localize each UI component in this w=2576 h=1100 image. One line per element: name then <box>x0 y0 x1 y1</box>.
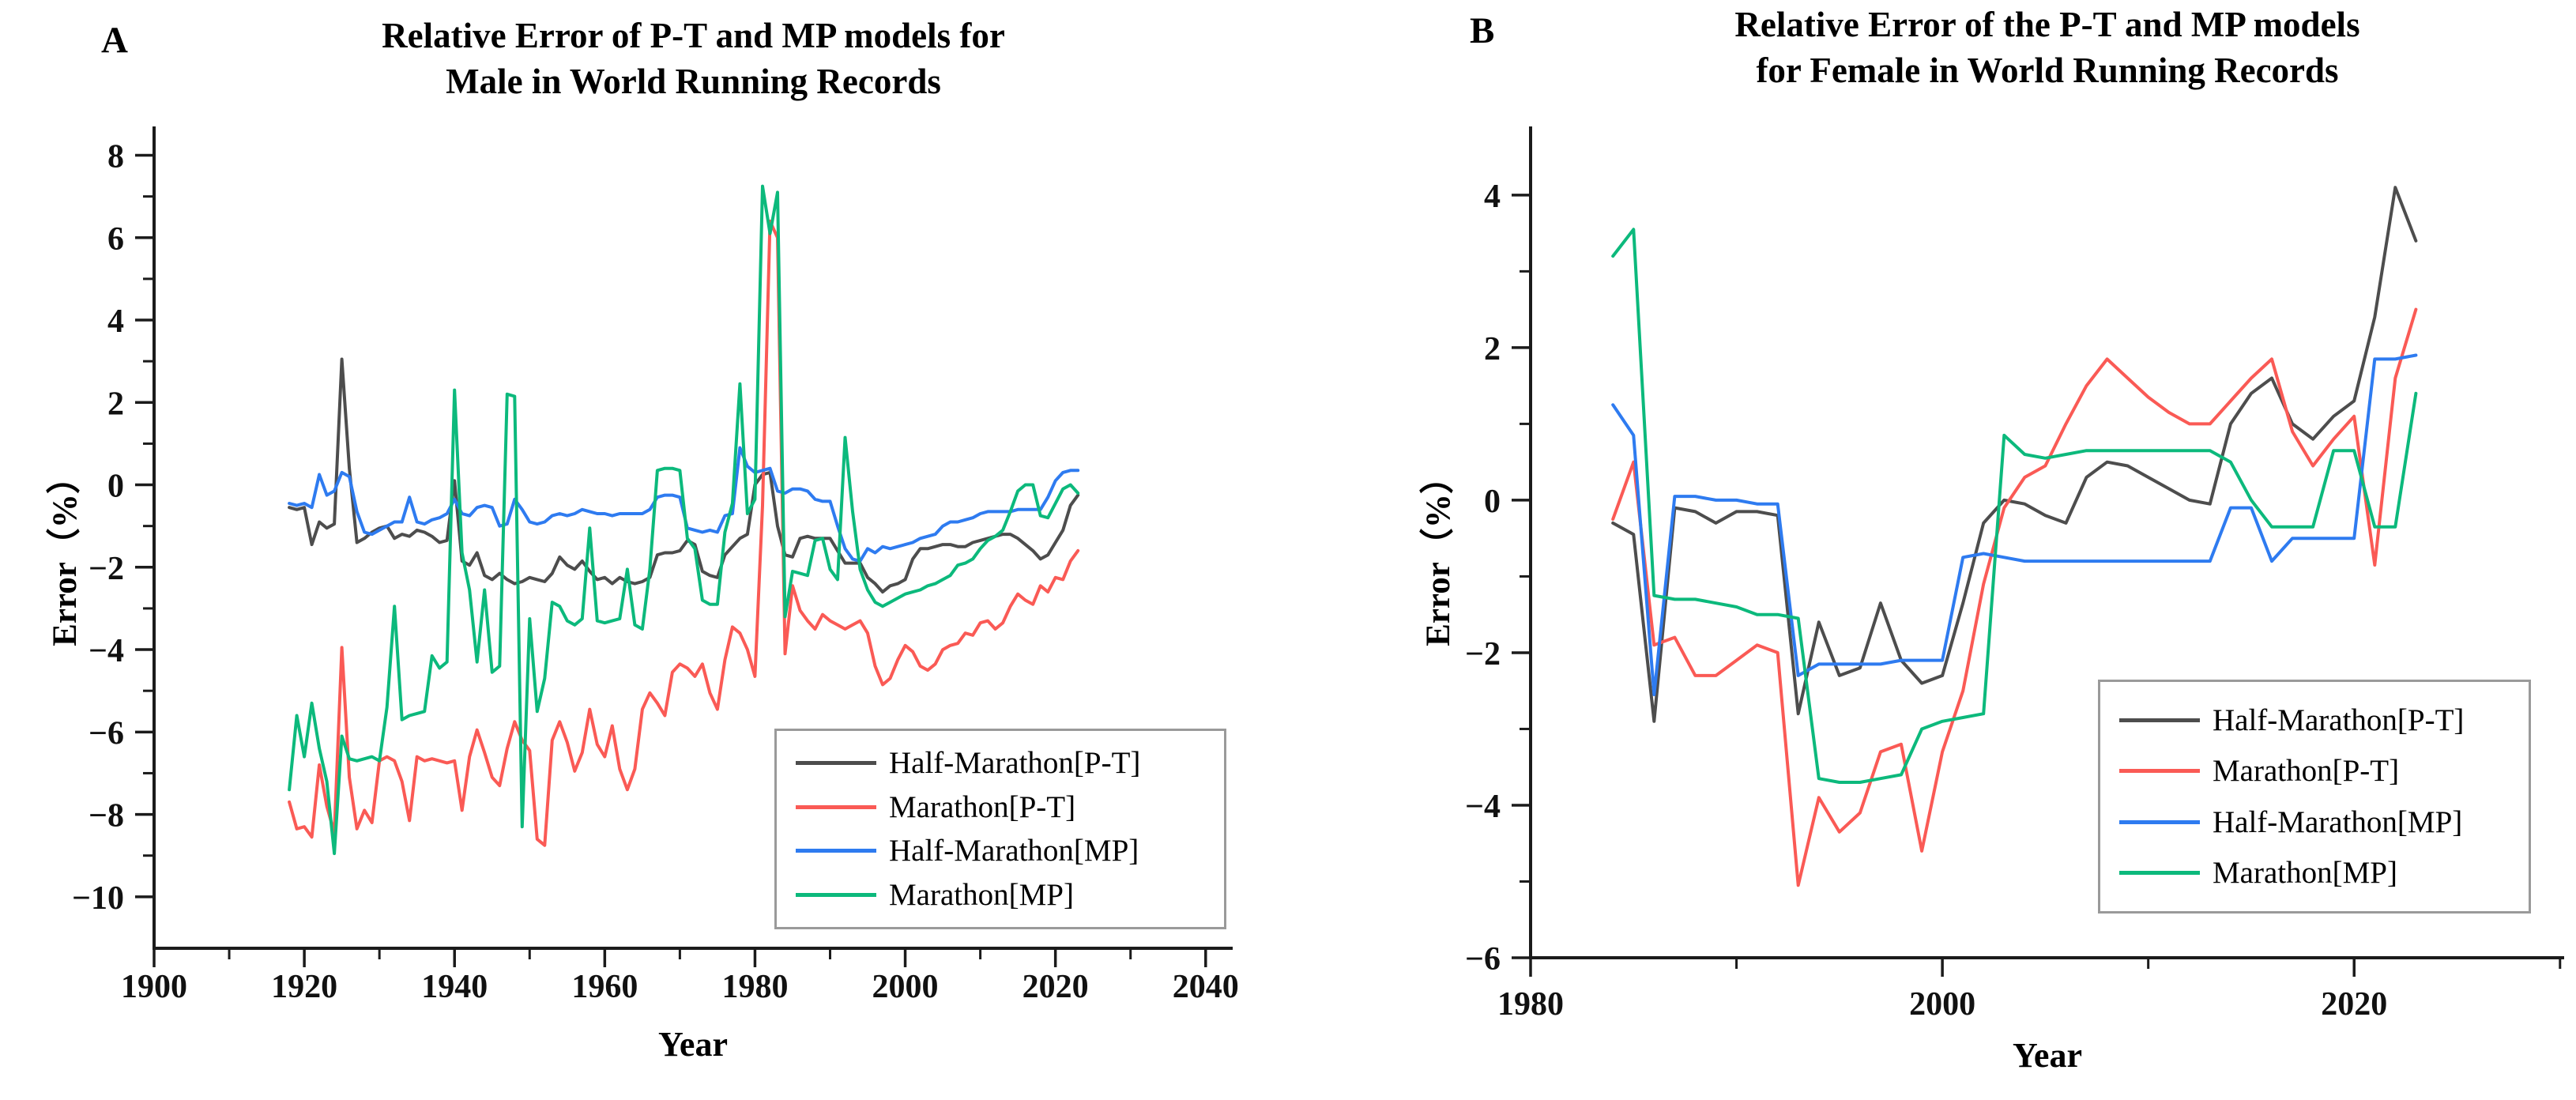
panel-b-title-line1: Relative Error of the P-T and MP models <box>1734 5 2360 44</box>
panel-b-y-axis-label: Error（%） <box>1420 460 1457 646</box>
x-tick-label: 1980 <box>1497 986 1564 1023</box>
panel-a-title-line1: Relative Error of P-T and MP models for <box>382 16 1005 55</box>
y-tick-label: −6 <box>89 715 124 752</box>
y-tick-label: −2 <box>1465 636 1501 672</box>
x-tick-label: 1960 <box>571 969 638 1005</box>
y-tick-label: −10 <box>72 880 124 917</box>
panel-b-letter: B <box>1470 10 1495 51</box>
series-line-marathon-p-t- <box>288 219 1080 847</box>
panel-b-legend: Half-Marathon[P-T] Marathon[P-T] Half-Ma… <box>2098 680 2531 914</box>
series-line-marathon-mp- <box>288 184 1080 856</box>
panel-a-letter: A <box>101 20 128 61</box>
y-tick-label: −4 <box>89 633 124 669</box>
series-line-half-marathon-mp- <box>1611 353 2418 696</box>
panel-b-title: Relative Error of the P-T and MP models … <box>1531 2 2564 93</box>
legend-item: Half-Marathon[P-T] <box>2100 705 2529 736</box>
legend-line-sample-marathon-pt <box>2119 769 2200 774</box>
series-line-marathon-p-t- <box>1611 307 2418 887</box>
legend-item: Half-Marathon[MP] <box>2100 807 2529 838</box>
legend-item: Half-Marathon[P-T] <box>777 748 1224 778</box>
legend-item-label: Half-Marathon[MP] <box>2213 804 2463 839</box>
series-line-marathon-mp- <box>1611 228 2418 784</box>
legend-item-label: Marathon[P-T] <box>2213 754 2400 789</box>
panel-b-title-line2: for Female in World Running Records <box>1756 51 2339 90</box>
legend-line-sample-half-marathon-mp <box>796 849 876 853</box>
legend-item-label: Half-Marathon[MP] <box>889 834 1139 868</box>
y-tick-label: −2 <box>89 551 124 587</box>
panel-a-title: Relative Error of P-T and MP models for … <box>154 13 1233 104</box>
legend-item-label: Marathon[MP] <box>889 878 1074 913</box>
y-tick-label: 8 <box>107 138 124 175</box>
legend-item: Marathon[P-T] <box>777 792 1224 823</box>
legend-item: Marathon[MP] <box>2100 857 2529 888</box>
y-tick-label: 4 <box>107 303 124 340</box>
panel-a-y-axis-label: Error（%） <box>47 460 84 646</box>
y-tick-label: 6 <box>107 221 124 258</box>
x-tick-label: 2040 <box>1173 969 1239 1005</box>
y-tick-label: −6 <box>1465 941 1501 978</box>
legend-line-sample-half-marathon-mp <box>2119 819 2200 824</box>
legend-item: Half-Marathon[MP] <box>777 835 1224 866</box>
panel-a-legend: Half-Marathon[P-T] Marathon[P-T] Half-Ma… <box>774 729 1226 929</box>
legend-item: Marathon[P-T] <box>2100 755 2529 786</box>
legend-line-sample-half-marathon-pt <box>2119 718 2200 723</box>
legend-line-sample-marathon-mp <box>796 893 876 898</box>
x-tick-label: 1940 <box>421 969 488 1005</box>
legend-item-label: Marathon[P-T] <box>889 789 1076 824</box>
panel-b-x-axis-label: Year <box>2013 1036 2082 1075</box>
y-tick-label: 0 <box>107 469 124 505</box>
y-tick-label: −8 <box>89 798 124 834</box>
x-tick-label: 1900 <box>121 969 187 1005</box>
panel-b: 1980 2000 2020 4 2 0 −2 −4 −6 B Relative Error o… <box>1288 0 2576 1100</box>
x-tick-label: 2000 <box>872 969 939 1005</box>
y-tick-label: 2 <box>107 386 124 422</box>
chart-a-canvas: 1900 1920 1940 1960 1980 2000 2020 2040 8 6 4 2 0 −2 −… <box>72 126 1239 1005</box>
x-tick-label: 2020 <box>1022 969 1089 1005</box>
legend-item-label: Half-Marathon[P-T] <box>2213 703 2465 738</box>
x-tick-label: 2020 <box>2321 986 2387 1023</box>
legend-line-sample-half-marathon-pt <box>796 760 876 765</box>
legend-item-label: Marathon[MP] <box>2213 855 2397 890</box>
legend-line-sample-marathon-pt <box>796 804 876 809</box>
y-tick-label: 4 <box>1484 179 1501 215</box>
x-tick-label: 1980 <box>721 969 788 1005</box>
legend-item: Marathon[MP] <box>777 880 1224 910</box>
panel-a-x-axis-label: Year <box>658 1025 728 1064</box>
y-tick-label: 2 <box>1484 331 1501 367</box>
x-tick-label: 1920 <box>271 969 337 1005</box>
series-line-half-marathon-p-t- <box>288 357 1080 594</box>
x-tick-label: 2000 <box>1909 986 1975 1023</box>
y-tick-label: 0 <box>1484 484 1501 520</box>
chart-b-canvas: 1980 2000 2020 4 2 0 −2 −4 −6 <box>1465 126 2564 1023</box>
panel-a-title-line2: Male in World Running Records <box>446 62 941 101</box>
series-line-half-marathon-p-t- <box>1611 186 2418 723</box>
legend-line-sample-marathon-mp <box>2119 870 2200 875</box>
legend-item-label: Half-Marathon[P-T] <box>889 745 1141 780</box>
panel-a: 1900 1920 1940 1960 1980 2000 2020 2040 8 6 4 2 0 −2 −… <box>47 13 1239 1064</box>
y-tick-label: −4 <box>1465 789 1501 825</box>
